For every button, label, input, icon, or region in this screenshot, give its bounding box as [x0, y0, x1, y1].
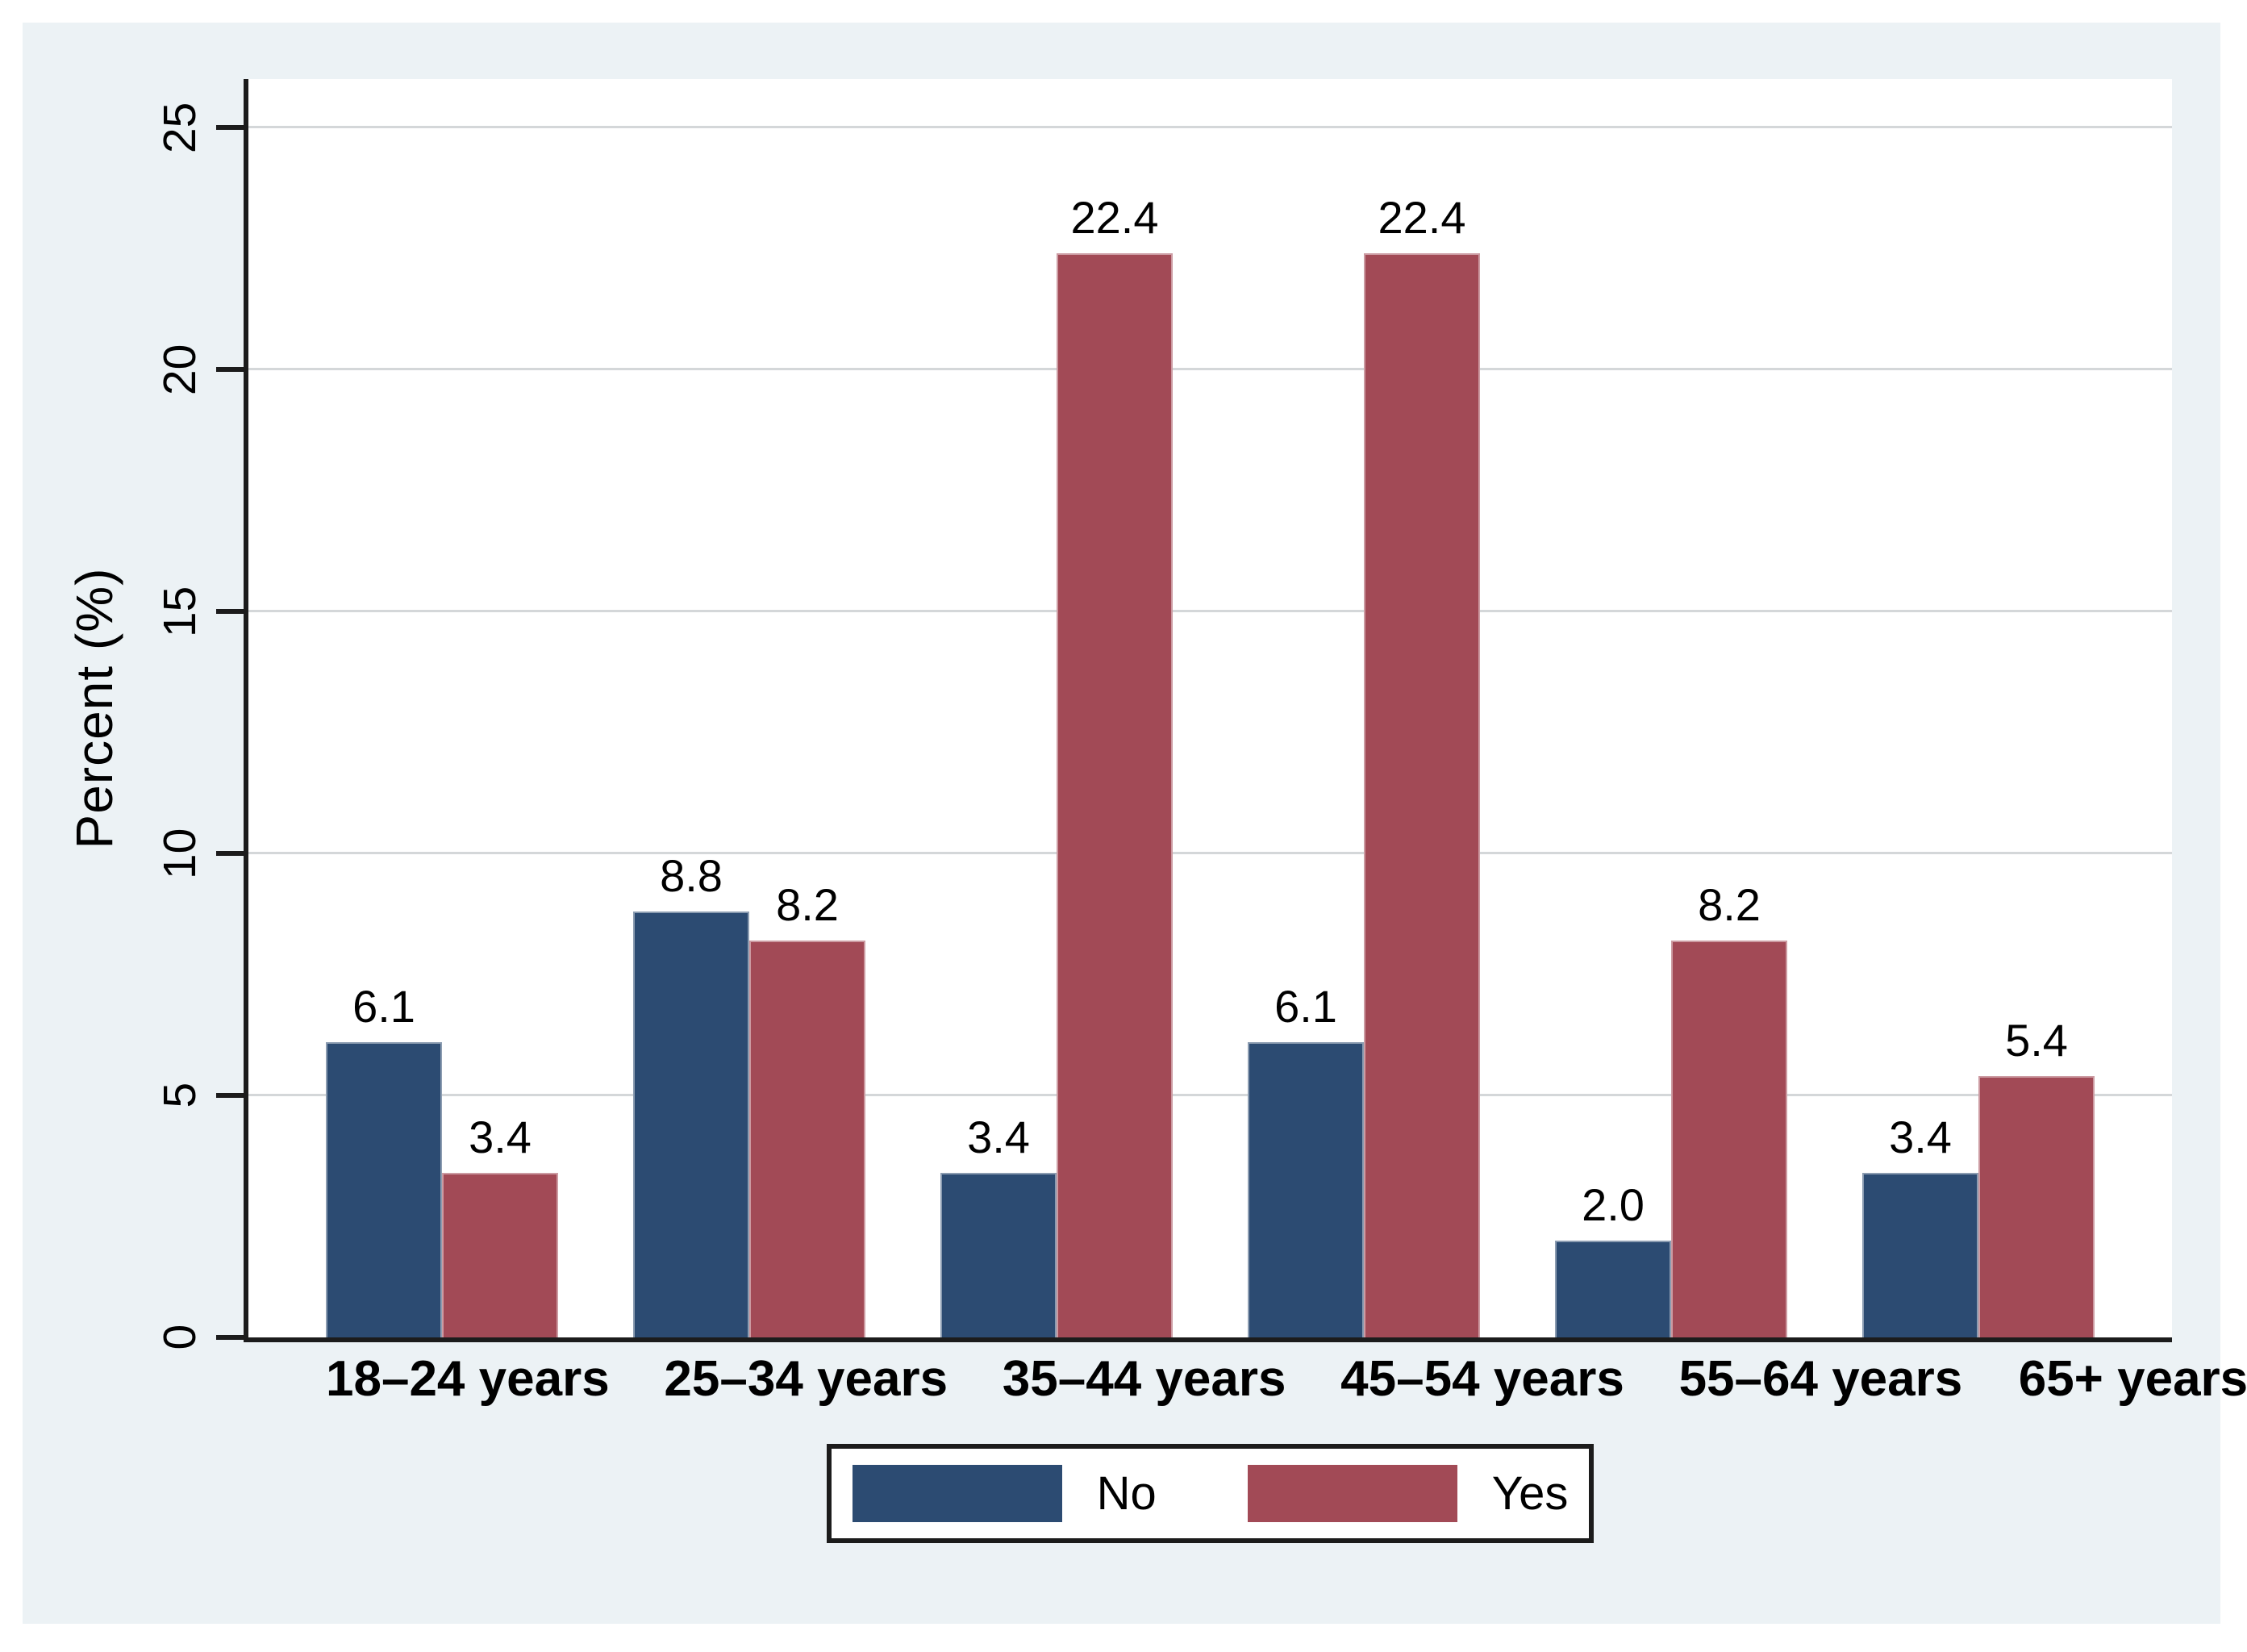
y-axis-tick-label: 10 [154, 828, 206, 879]
bar-yes: 22.4 [1364, 195, 1480, 1337]
bar-yes: 8.2 [1671, 882, 1787, 1337]
y-axis-tick-label: 5 [154, 1083, 206, 1108]
chart-figure: Percent (%) 0 5 10 15 20 25 6.1 3.4 8.8 8.2 3.4 22… [23, 23, 2247, 1624]
bar-no: 2.0 [1555, 1183, 1671, 1337]
bar-group: 8.8 8.2 [633, 853, 865, 1337]
bar-groups: 6.1 3.4 8.8 8.2 3.4 22.4 6.1 22.4 2.0 8.2 3.4 5.4 [248, 79, 2172, 1337]
bar-group: 3.4 5.4 [1862, 1018, 2095, 1337]
bar-value-label: 8.2 [776, 879, 839, 930]
bar-value-label: 6.1 [352, 981, 415, 1032]
grid-line [248, 368, 2172, 370]
y-axis-tick-label: 15 [154, 586, 206, 637]
x-axis-label: 35–44 years [1002, 1351, 1286, 1407]
bar-value-label: 6.1 [1274, 981, 1337, 1032]
y-axis-tick [216, 125, 244, 130]
bar-yes: 8.2 [749, 882, 865, 1337]
x-axis-label: 45–54 years [1340, 1351, 1624, 1407]
bar-value-label: 5.4 [2005, 1015, 2068, 1066]
bar-value-label: 3.4 [967, 1112, 1030, 1162]
bar-group: 6.1 3.4 [326, 984, 558, 1337]
legend-label-no: No [1096, 1466, 1157, 1520]
bar-value-label: 3.4 [469, 1112, 532, 1162]
y-axis-tick-label: 0 [154, 1325, 206, 1350]
grid-line [248, 852, 2172, 854]
legend-entry-no: No [852, 1465, 1157, 1522]
bar-value-label: 8.8 [660, 850, 723, 901]
bar-yes: 22.4 [1057, 195, 1173, 1337]
y-axis-tick-label: 25 [154, 102, 206, 153]
bar-value-label: 22.4 [1070, 192, 1159, 243]
grid-line [248, 1094, 2172, 1096]
legend-swatch-no [852, 1465, 1062, 1522]
bar-group: 6.1 22.4 [1248, 195, 1480, 1337]
y-axis-tick [216, 851, 244, 856]
bar-group: 2.0 8.2 [1555, 882, 1787, 1337]
x-axis-label: 65+ years [2018, 1351, 2247, 1407]
bar-value-label: 2.0 [1582, 1179, 1645, 1230]
bar-no: 3.4 [940, 1115, 1057, 1337]
legend-swatch-yes [1247, 1465, 1457, 1522]
grid-line [248, 126, 2172, 128]
y-axis-tick [216, 1335, 244, 1340]
legend-label-yes: Yes [1491, 1466, 1569, 1520]
bar-value-label: 22.4 [1378, 192, 1466, 243]
y-axis-tick-label: 20 [154, 344, 206, 395]
legend-row: No Yes [248, 1444, 2172, 1543]
bar-yes: 5.4 [1978, 1018, 2095, 1337]
y-axis-tick [216, 609, 244, 614]
bar-no: 3.4 [1862, 1115, 1978, 1337]
legend-entry-yes: Yes [1247, 1465, 1569, 1522]
x-axis-label: 55–64 years [1678, 1351, 1963, 1407]
bar-group: 3.4 22.4 [940, 195, 1173, 1337]
legend-box: No Yes [826, 1444, 1595, 1543]
x-axis-labels: 18–24 years 25–34 years 35–44 years 45–54 y… [248, 1351, 2247, 1407]
bar-yes: 3.4 [442, 1115, 558, 1337]
bar-value-label: 3.4 [1889, 1112, 1952, 1162]
y-axis-tick [216, 1093, 244, 1098]
x-axis-label: 18–24 years [326, 1351, 610, 1407]
y-axis-tick [216, 367, 244, 372]
grid-line [248, 610, 2172, 612]
plot-area: 0 5 10 15 20 25 6.1 3.4 8.8 8.2 3.4 22.4 6.1 22.4 2.0… [154, 79, 2172, 1350]
bar-no: 8.8 [633, 853, 749, 1337]
x-axis-label: 25–34 years [664, 1351, 948, 1407]
y-axis-title: Percent (%) [65, 567, 123, 849]
bar-no: 6.1 [1248, 984, 1364, 1337]
bar-value-label: 8.2 [1698, 879, 1761, 930]
bar-no: 6.1 [326, 984, 442, 1337]
